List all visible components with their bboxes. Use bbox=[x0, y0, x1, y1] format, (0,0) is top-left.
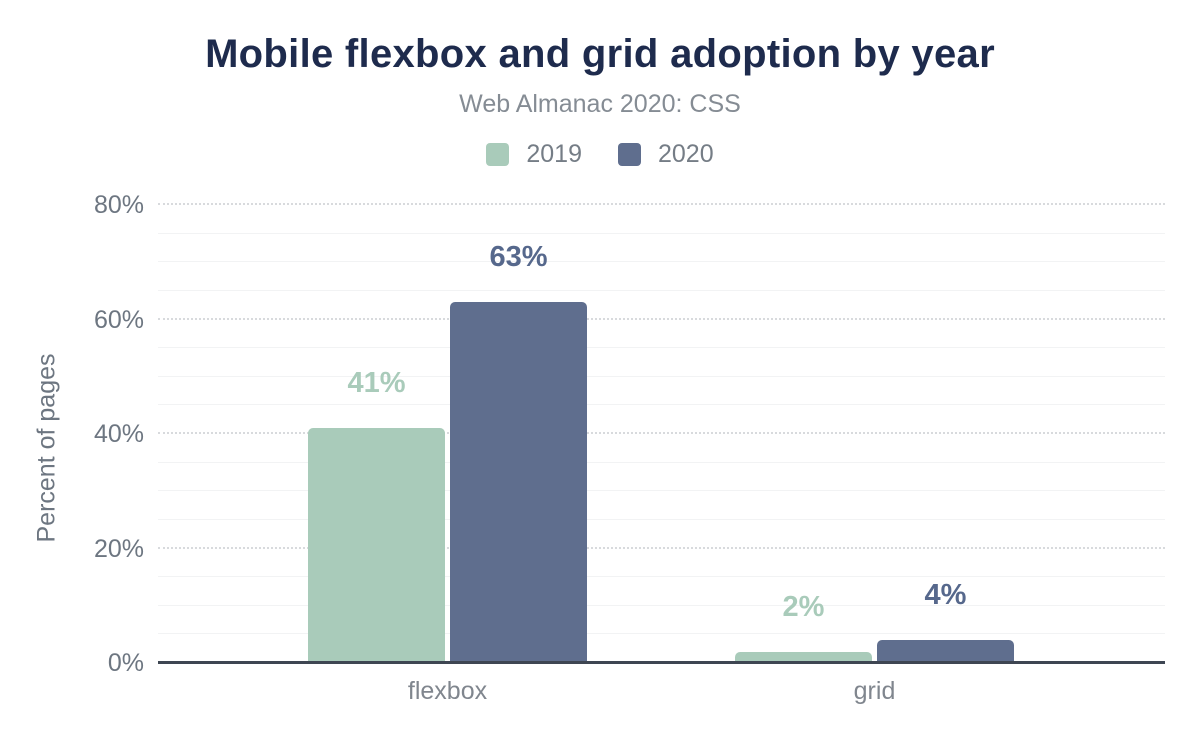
x-axis-line bbox=[158, 661, 1165, 664]
bar-label-flexbox-2020: 63% bbox=[489, 241, 548, 274]
bar-label-flexbox-2019: 41% bbox=[347, 367, 406, 400]
x-category-grid: grid bbox=[853, 677, 896, 705]
legend-label-2019: 2019 bbox=[526, 140, 582, 168]
chart-title: Mobile flexbox and grid adoption by year bbox=[205, 32, 995, 76]
gridline-minor-50 bbox=[158, 375, 1165, 377]
plot-area: 41% 63% 2% 4% bbox=[158, 203, 1165, 664]
gridline-minor-35 bbox=[158, 461, 1165, 463]
gridline-minor-15 bbox=[158, 576, 1165, 578]
y-tick-80pct: 80% bbox=[93, 191, 144, 219]
y-axis-title: Percent of pages bbox=[32, 353, 61, 543]
bar-label-grid-2019: 2% bbox=[782, 590, 825, 623]
y-tick-0pct: 0% bbox=[107, 649, 144, 677]
gridline-major-60 bbox=[158, 317, 1165, 320]
x-category-flexbox: flexbox bbox=[407, 677, 488, 705]
gridline-minor-10 bbox=[158, 604, 1165, 606]
y-tick-40pct: 40% bbox=[93, 420, 144, 448]
gridline-major-20 bbox=[158, 546, 1165, 549]
bar-grid-2020 bbox=[877, 640, 1014, 663]
gridline-minor-70 bbox=[158, 261, 1165, 263]
gridline-major-80 bbox=[158, 203, 1165, 205]
legend-item-2019: 2019 bbox=[486, 140, 582, 169]
bar-flexbox-2019 bbox=[308, 428, 445, 663]
bar-label-grid-2020: 4% bbox=[924, 579, 967, 612]
chart-subtitle: Web Almanac 2020: CSS bbox=[459, 90, 741, 118]
gridline-minor-55 bbox=[158, 347, 1165, 349]
bar-flexbox-2020 bbox=[450, 302, 587, 663]
gridline-minor-75 bbox=[158, 232, 1165, 234]
gridline-minor-5 bbox=[158, 633, 1165, 635]
legend-label-2020: 2020 bbox=[658, 140, 714, 168]
gridline-minor-45 bbox=[158, 404, 1165, 406]
gridline-minor-30 bbox=[158, 490, 1165, 492]
bar-grid-2019 bbox=[735, 651, 872, 663]
gridline-minor-25 bbox=[158, 518, 1165, 520]
y-tick-60pct: 60% bbox=[93, 305, 144, 334]
legend: 2019 2020 bbox=[0, 140, 1200, 169]
gridline-minor-65 bbox=[158, 289, 1165, 291]
legend-swatch-2019 bbox=[486, 143, 510, 166]
legend-swatch-2020 bbox=[618, 143, 641, 166]
gridline-major-40 bbox=[158, 432, 1165, 434]
y-tick-20pct: 20% bbox=[93, 534, 144, 563]
legend-item-2020: 2020 bbox=[618, 140, 714, 169]
